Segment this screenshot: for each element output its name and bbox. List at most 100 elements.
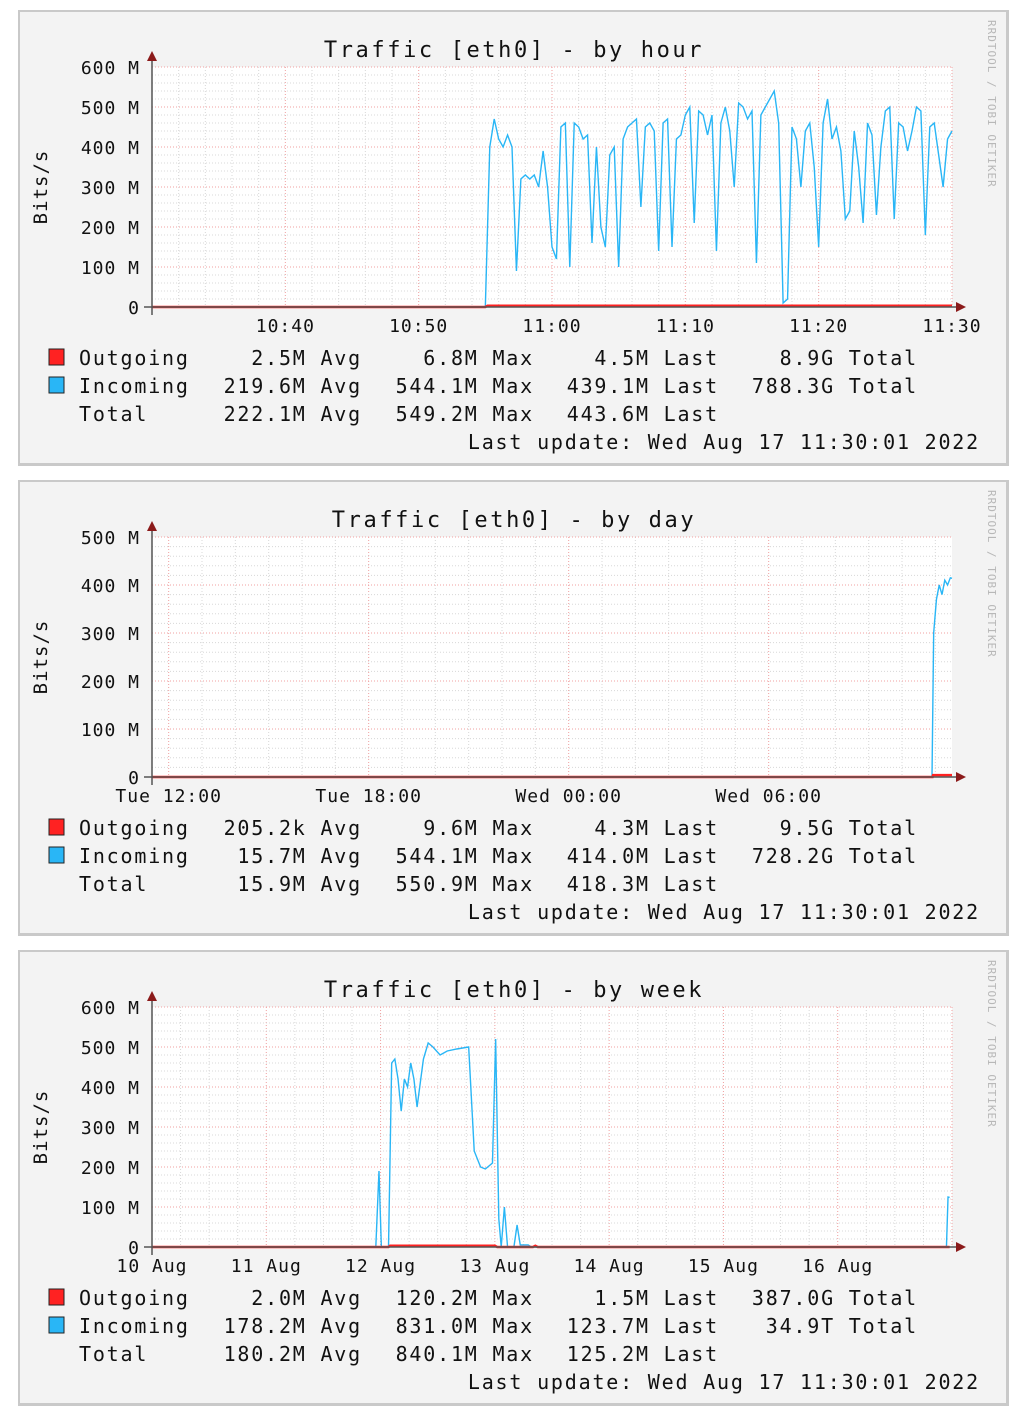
x-tick-label: Tue 18:00 [315, 786, 422, 807]
legend-value: 2.5M Avg [251, 346, 362, 370]
legend-value: 443.6M Last [567, 402, 719, 426]
y-tick-label: 0 [128, 768, 140, 789]
y-axis-label: Bits/s [30, 620, 52, 695]
legend-value: 544.1M Max [396, 844, 534, 868]
graph-panel-hour: Traffic [eth0] - by hour Bits/s RRDTOOL / … [18, 10, 1009, 466]
watermark-text: RRDTOOL / TOBI OETIKER [985, 960, 998, 1128]
y-axis-arrow-icon [147, 521, 157, 531]
y-tick-label: 600 M [81, 998, 140, 1019]
y-tick-label: 400 M [81, 576, 140, 597]
legend-value: 9.5G Total [780, 816, 918, 840]
legend-value: 544.1M Max [396, 374, 534, 398]
y-tick-label: 200 M [81, 1158, 140, 1179]
y-tick-label: 500 M [81, 1038, 140, 1059]
chart-week: Traffic [eth0] - by week Bits/s RRDTOOL / … [30, 960, 998, 1394]
y-axis-arrow-icon [147, 51, 157, 61]
legend-label: Outgoing [79, 346, 190, 370]
series-line-incoming [152, 576, 953, 778]
legend-label: Incoming [79, 1314, 190, 1338]
x-tick-label: 15 Aug [688, 1256, 759, 1277]
watermark-text: RRDTOOL / TOBI OETIKER [985, 490, 998, 658]
legend-value: 1.5M Last [594, 1286, 719, 1310]
y-tick-label: 400 M [81, 138, 140, 159]
last-update-text: Last update: Wed Aug 17 11:30:01 2022 [468, 1370, 980, 1394]
x-tick-label: Wed 00:00 [515, 786, 622, 807]
legend-value: 123.7M Last [567, 1314, 719, 1338]
legend-value: 125.2M Last [567, 1342, 719, 1366]
legend-label: Total [79, 1342, 148, 1366]
legend-swatch-incoming [48, 376, 65, 394]
legend-value: 178.2M Avg [224, 1314, 362, 1338]
graph-panel-week: Traffic [eth0] - by week Bits/s RRDTOOL / … [18, 950, 1009, 1406]
legend-value: 222.1M Avg [224, 402, 362, 426]
y-tick-label: 500 M [81, 98, 140, 119]
plot-area [152, 537, 952, 777]
legend-label: Incoming [79, 374, 190, 398]
watermark-text: RRDTOOL / TOBI OETIKER [985, 20, 998, 188]
chart-title: Traffic [eth0] - by day [332, 508, 696, 533]
x-tick-label: 11 Aug [231, 1256, 302, 1277]
chart-title: Traffic [eth0] - by week [324, 978, 704, 1003]
x-tick-label: 11:00 [522, 316, 581, 337]
y-tick-label: 0 [128, 1238, 140, 1259]
series-line-incoming [152, 88, 953, 308]
x-tick-label: 11:20 [789, 316, 848, 337]
legend-value: 831.0M Max [396, 1314, 534, 1338]
y-tick-label: 500 M [81, 528, 140, 549]
legend-label: Outgoing [79, 1286, 190, 1310]
y-tick-label: 100 M [81, 258, 140, 279]
legend-value: 387.0G Total [752, 1286, 918, 1310]
chart-title: Traffic [eth0] - by hour [324, 38, 704, 63]
legend-value: 120.2M Max [396, 1286, 534, 1310]
legend-value: 15.7M Avg [237, 844, 362, 868]
legend-value: 4.3M Last [594, 816, 719, 840]
x-tick-label: Wed 06:00 [715, 786, 822, 807]
y-tick-label: 100 M [81, 1198, 140, 1219]
legend-value: 550.9M Max [396, 872, 534, 896]
x-tick-label: 10:50 [389, 316, 448, 337]
y-axis-label: Bits/s [30, 150, 52, 225]
legend-value: 788.3G Total [752, 374, 918, 398]
y-axis-arrow-icon [147, 991, 157, 1001]
legend-swatch-incoming [48, 1316, 65, 1334]
legend-value: 6.8M Max [423, 346, 534, 370]
x-tick-label: Tue 12:00 [115, 786, 222, 807]
legend-value: 728.2G Total [752, 844, 918, 868]
graph-panel-day: Traffic [eth0] - by day Bits/s RRDTOOL / T… [18, 480, 1009, 936]
x-tick-label: 12 Aug [345, 1256, 416, 1277]
x-tick-label: 16 Aug [802, 1256, 873, 1277]
chart-day: Traffic [eth0] - by day Bits/s RRDTOOL / T… [30, 490, 998, 924]
legend-value: 549.2M Max [396, 402, 534, 426]
legend-label: Total [79, 402, 148, 426]
last-update-text: Last update: Wed Aug 17 11:30:01 2022 [468, 900, 980, 924]
x-axis-arrow-icon [956, 1242, 966, 1252]
legend-swatch-incoming [48, 846, 65, 864]
x-tick-label: 10 Aug [116, 1256, 187, 1277]
legend-value: 414.0M Last [567, 844, 719, 868]
x-tick-label: 13 Aug [459, 1256, 530, 1277]
y-tick-label: 0 [128, 298, 140, 319]
y-tick-label: 600 M [81, 58, 140, 79]
y-tick-label: 300 M [81, 624, 140, 645]
legend-label: Total [79, 872, 148, 896]
y-tick-label: 100 M [81, 720, 140, 741]
legend-value: 2.0M Avg [251, 1286, 362, 1310]
y-axis-label: Bits/s [30, 1090, 52, 1165]
chart-hour: Traffic [eth0] - by hour Bits/s RRDTOOL / … [30, 20, 998, 454]
legend-value: 34.9T Total [766, 1314, 918, 1338]
last-update-text: Last update: Wed Aug 17 11:30:01 2022 [468, 430, 980, 454]
legend-label: Outgoing [79, 816, 190, 840]
legend-value: 219.6M Avg [224, 374, 362, 398]
legend-swatch-outgoing [48, 348, 65, 366]
x-tick-label: 14 Aug [574, 1256, 645, 1277]
legend-value: 9.6M Max [423, 816, 534, 840]
series-line-incoming [152, 1038, 950, 1248]
legend-swatch-outgoing [48, 818, 65, 836]
x-axis-arrow-icon [956, 772, 966, 782]
x-axis-arrow-icon [956, 302, 966, 312]
legend-value: 418.3M Last [567, 872, 719, 896]
x-tick-label: 11:30 [922, 316, 981, 337]
legend-value: 439.1M Last [567, 374, 719, 398]
legend-value: 15.9M Avg [237, 872, 362, 896]
legend-value: 4.5M Last [594, 346, 719, 370]
